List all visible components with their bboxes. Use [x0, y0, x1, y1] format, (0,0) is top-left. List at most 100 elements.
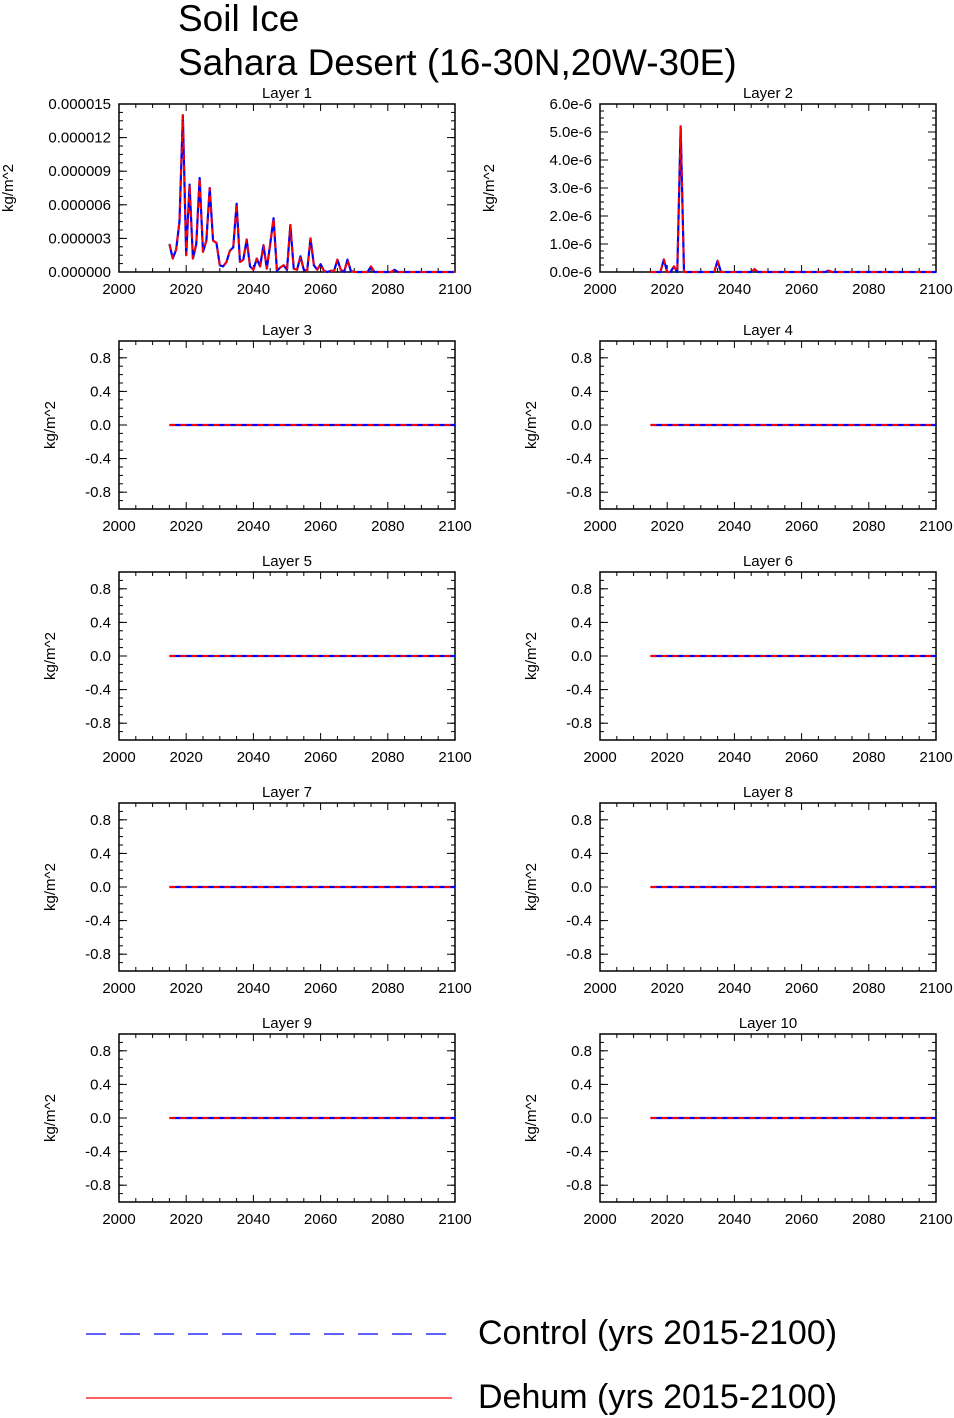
legend-dehum-label: Dehum (yrs 2015-2100): [478, 1378, 838, 1416]
panel-8-ylabel: kg/m^2: [523, 863, 540, 911]
panel-10-ytick-label: -0.8: [566, 1177, 592, 1194]
panel-10-ytick-label: -0.4: [566, 1144, 592, 1161]
panel-10-title: Layer 10: [739, 1015, 797, 1032]
panel-7-ytick-label: -0.8: [85, 946, 111, 963]
panel-2-xtick-label: 2020: [651, 281, 684, 298]
panel-5-xtick-label: 2040: [237, 749, 270, 766]
panel-9-ylabel: kg/m^2: [42, 1094, 59, 1142]
panel-4-ytick-label: 0.0: [571, 417, 592, 434]
panel-6-xtick-label: 2020: [651, 749, 684, 766]
panel-2-frame: [599, 103, 937, 273]
panel-1-xtick-label: 2080: [371, 281, 404, 298]
panel-2-xtick-label: 2080: [852, 281, 885, 298]
panel-1-xtick-label: 2060: [304, 281, 337, 298]
panel-9-ytick-label: 0.8: [90, 1043, 111, 1060]
panel-7-xtick-label: 2000: [102, 980, 135, 997]
panel-2-ytick-label: 6.0e-6: [549, 96, 592, 113]
panel-6-xtick-label: 2060: [785, 749, 818, 766]
panel-3-ytick-label: 0.4: [90, 383, 111, 400]
panel-2-xtick-label: 2000: [583, 281, 616, 298]
panel-9-xtick-label: 2100: [438, 1211, 471, 1228]
panel-7-title: Layer 7: [262, 784, 312, 801]
panel-10-ytick-label: 0.4: [571, 1076, 592, 1093]
panel-2-ytick-label: 5.0e-6: [549, 124, 592, 141]
panel-2-ytick-label: 4.0e-6: [549, 152, 592, 169]
panel-8-ytick-label: -0.4: [566, 913, 592, 930]
panel-9-xtick-label: 2040: [237, 1211, 270, 1228]
panel-4-xtick-label: 2020: [651, 518, 684, 535]
panel-1-ytick-label: 0.000009: [48, 163, 111, 180]
panel-5-xtick-label: 2080: [371, 749, 404, 766]
panel-8-title: Layer 8: [743, 784, 793, 801]
panel-1-series-dehum: [168, 114, 455, 273]
panel-5-xtick-label: 2000: [102, 749, 135, 766]
panel-10-ytick-label: 0.8: [571, 1043, 592, 1060]
panel-3-title: Layer 3: [262, 322, 312, 339]
panel-2-ytick-label: 0.0e-6: [549, 264, 592, 281]
panel-4-ytick-label: 0.4: [571, 383, 592, 400]
panel-8-xtick-label: 2040: [718, 980, 751, 997]
panel-6-ytick-label: 0.0: [571, 648, 592, 665]
panel-7-ytick-label: 0.8: [90, 812, 111, 829]
panel-6-xtick-label: 2000: [583, 749, 616, 766]
panel-5-ytick-label: -0.4: [85, 682, 111, 699]
panel-7-ytick-label: 0.0: [90, 879, 111, 896]
panel-7-xtick-label: 2020: [170, 980, 203, 997]
panel-2-series-control: [650, 125, 936, 274]
panel-1-xtick-label: 2100: [438, 281, 471, 298]
panel-10-xtick-label: 2040: [718, 1211, 751, 1228]
panel-10-xtick-label: 2100: [919, 1211, 952, 1228]
panel-6-ytick-label: 0.8: [571, 581, 592, 598]
panel-2-ytick-label: 1.0e-6: [549, 236, 592, 253]
panel-6-xtick-label: 2040: [718, 749, 751, 766]
panel-3-xtick-label: 2060: [304, 518, 337, 535]
panel-1-xtick-label: 2040: [237, 281, 270, 298]
panel-5-xtick-label: 2020: [170, 749, 203, 766]
panel-9-title: Layer 9: [262, 1015, 312, 1032]
panel-9-xtick-label: 2080: [371, 1211, 404, 1228]
panel-8-ytick-label: 0.8: [571, 812, 592, 829]
panel-2-ytick-label: 2.0e-6: [549, 208, 592, 225]
panel-6-ytick-label: -0.4: [566, 682, 592, 699]
panel-7-xtick-label: 2080: [371, 980, 404, 997]
chart-subtitle: Sahara Desert (16-30N,20W-30E): [178, 42, 737, 83]
panel-8-ytick-label: 0.0: [571, 879, 592, 896]
panel-10-xtick-label: 2080: [852, 1211, 885, 1228]
panel-9-ytick-label: 0.4: [90, 1076, 111, 1093]
panel-1-ylabel: kg/m^2: [0, 164, 17, 212]
panel-8-xtick-label: 2020: [651, 980, 684, 997]
panel-2-xtick-label: 2060: [785, 281, 818, 298]
panel-1-title: Layer 1: [262, 85, 312, 102]
panel-1-xtick-label: 2000: [102, 281, 135, 298]
panel-9-xtick-label: 2000: [102, 1211, 135, 1228]
panel-6-ylabel: kg/m^2: [523, 632, 540, 680]
panel-5-xtick-label: 2060: [304, 749, 337, 766]
panel-1-ytick-label: 0.000006: [48, 197, 111, 214]
panel-3-ytick-label: 0.8: [90, 350, 111, 367]
panel-1-ytick-label: 0.000012: [48, 130, 111, 147]
panel-2-xtick-label: 2040: [718, 281, 751, 298]
panel-9-xtick-label: 2060: [304, 1211, 337, 1228]
panel-6-xtick-label: 2100: [919, 749, 952, 766]
panel-4-xtick-label: 2080: [852, 518, 885, 535]
panel-10-ylabel: kg/m^2: [523, 1094, 540, 1142]
panel-2-xtick-label: 2100: [919, 281, 952, 298]
panel-7-ytick-label: -0.4: [85, 913, 111, 930]
panel-4-xtick-label: 2060: [785, 518, 818, 535]
panel-10-xtick-label: 2020: [651, 1211, 684, 1228]
panel-8-xtick-label: 2060: [785, 980, 818, 997]
panel-5-xtick-label: 2100: [438, 749, 471, 766]
panel-9-ytick-label: -0.8: [85, 1177, 111, 1194]
panel-8-ytick-label: -0.8: [566, 946, 592, 963]
panel-6-title: Layer 6: [743, 553, 793, 570]
chart-title: Soil Ice: [178, 0, 300, 39]
panel-3-xtick-label: 2040: [237, 518, 270, 535]
panel-3-ytick-label: 0.0: [90, 417, 111, 434]
panel-3-xtick-label: 2080: [371, 518, 404, 535]
panel-8-ytick-label: 0.4: [571, 845, 592, 862]
panel-9-ytick-label: -0.4: [85, 1144, 111, 1161]
panel-10-xtick-label: 2000: [583, 1211, 616, 1228]
panel-7-ytick-label: 0.4: [90, 845, 111, 862]
panel-9-xtick-label: 2020: [170, 1211, 203, 1228]
